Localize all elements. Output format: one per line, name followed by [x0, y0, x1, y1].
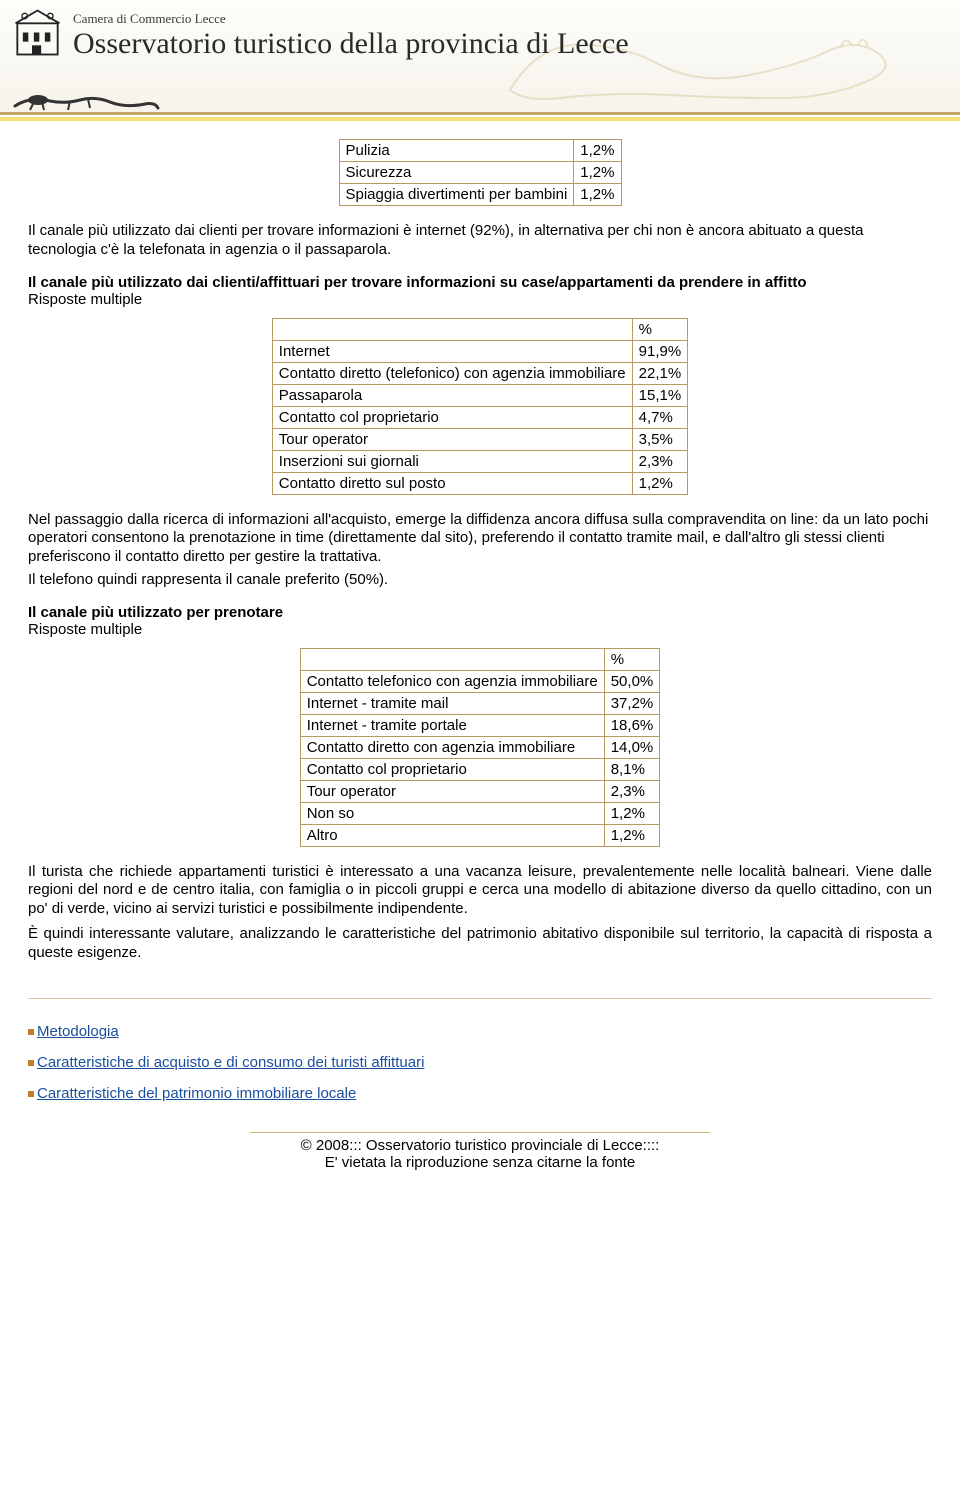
table-row: Passaparola15,1% [272, 384, 687, 406]
table-cell: 8,1% [604, 758, 660, 780]
table-cell: Sicurezza [339, 162, 574, 184]
table-cell: 2,3% [604, 780, 660, 802]
table-cell: Pulizia [339, 140, 574, 162]
table-header-cell: % [604, 648, 660, 670]
lizard-icon [10, 86, 160, 114]
link-list: Metodologia Caratteristiche di acquisto e… [28, 1023, 932, 1102]
table-row: Pulizia1,2% [339, 140, 621, 162]
table-cell: 2,3% [632, 450, 688, 472]
section3-title: Il canale più utilizzato per prenotare [28, 604, 932, 621]
table-row: Contatto col proprietario8,1% [300, 758, 660, 780]
paragraph-4: È quindi interessante valutare, analizza… [28, 925, 932, 963]
table-cell: 3,5% [632, 428, 688, 450]
table-cell: Non so [300, 802, 604, 824]
table-cell: Tour operator [300, 780, 604, 802]
table-row: Spiaggia divertimenti per bambini1,2% [339, 184, 621, 206]
table-header-cell: % [632, 318, 688, 340]
table-row: Altro1,2% [300, 824, 660, 846]
nav-link[interactable]: Metodologia [37, 1023, 119, 1040]
table-row: Contatto diretto sul posto1,2% [272, 472, 687, 494]
table-row: Contatto telefonico con agenzia immobili… [300, 670, 660, 692]
table-cell: 4,7% [632, 406, 688, 428]
paragraph-intro: Il canale più utilizzato dai clienti per… [28, 222, 932, 260]
link-item: Metodologia [28, 1023, 932, 1040]
table-cell: Contatto diretto con agenzia immobiliare [300, 736, 604, 758]
link-item: Caratteristiche del patrimonio immobilia… [28, 1085, 932, 1102]
table-cell: Contatto diretto sul posto [272, 472, 632, 494]
table-row: Tour operator2,3% [300, 780, 660, 802]
main-content: Pulizia1,2%Sicurezza1,2%Spiaggia diverti… [0, 139, 960, 1211]
table-row: Internet - tramite mail37,2% [300, 692, 660, 714]
section2-note: Risposte multiple [28, 291, 932, 308]
page-header: Camera di Commercio Lecce Osservatorio t… [0, 0, 960, 115]
table-cell: Inserzioni sui giornali [272, 450, 632, 472]
table-header-cell [272, 318, 632, 340]
table-cell: Contatto telefonico con agenzia immobili… [300, 670, 604, 692]
table-cell: Altro [300, 824, 604, 846]
table-cell: 22,1% [632, 362, 688, 384]
table-cell: Tour operator [272, 428, 632, 450]
header-subtitle: Camera di Commercio Lecce [73, 11, 629, 27]
divider [28, 998, 932, 999]
building-logo-icon [10, 5, 65, 60]
table-cell: 14,0% [604, 736, 660, 758]
table-cell: 50,0% [604, 670, 660, 692]
table-cell: Internet - tramite portale [300, 714, 604, 736]
table-cell: 91,9% [632, 340, 688, 362]
table-cell: Passaparola [272, 384, 632, 406]
nav-link[interactable]: Caratteristiche di acquisto e di consumo… [37, 1054, 424, 1071]
table-cell: 1,2% [574, 184, 621, 206]
table-row: Tour operator3,5% [272, 428, 687, 450]
table-cell: 18,6% [604, 714, 660, 736]
table-header-cell [300, 648, 604, 670]
table-row: Sicurezza1,2% [339, 162, 621, 184]
table-cell: Internet [272, 340, 632, 362]
table-row: Internet - tramite portale18,6% [300, 714, 660, 736]
table-cell: Internet - tramite mail [300, 692, 604, 714]
nav-link[interactable]: Caratteristiche del patrimonio immobilia… [37, 1085, 356, 1102]
table-booking-channels: %Contatto telefonico con agenzia immobil… [300, 648, 661, 847]
table-cell: Contatto col proprietario [300, 758, 604, 780]
table-cell: Contatto col proprietario [272, 406, 632, 428]
section3-note: Risposte multiple [28, 621, 932, 638]
bullet-icon [28, 1091, 34, 1097]
table-row: Internet91,9% [272, 340, 687, 362]
table-row: Contatto diretto (telefonico) con agenzi… [272, 362, 687, 384]
table-info-channels: %Internet91,9%Contatto diretto (telefoni… [272, 318, 688, 495]
table-cell: Contatto diretto (telefonico) con agenzi… [272, 362, 632, 384]
bullet-icon [28, 1029, 34, 1035]
table-cell: Spiaggia divertimenti per bambini [339, 184, 574, 206]
header-title: Osservatorio turistico della provincia d… [73, 29, 629, 59]
header-underline [0, 117, 960, 121]
paragraph-2b: Il telefono quindi rappresenta il canale… [28, 571, 932, 590]
table-cell: 1,2% [632, 472, 688, 494]
table-row: Contatto diretto con agenzia immobiliare… [300, 736, 660, 758]
bullet-icon [28, 1060, 34, 1066]
footer-line1: © 2008::: Osservatorio turistico provinc… [250, 1137, 710, 1154]
table-cell: 1,2% [574, 140, 621, 162]
table-cell: 1,2% [604, 824, 660, 846]
footer-line2: E' vietata la riproduzione senza citarne… [250, 1154, 710, 1171]
footer: © 2008::: Osservatorio turistico provinc… [250, 1132, 710, 1171]
table-small-factors: Pulizia1,2%Sicurezza1,2%Spiaggia diverti… [339, 139, 622, 206]
link-item: Caratteristiche di acquisto e di consumo… [28, 1054, 932, 1071]
table-row: Contatto col proprietario4,7% [272, 406, 687, 428]
table-cell: 37,2% [604, 692, 660, 714]
paragraph-2: Nel passaggio dalla ricerca di informazi… [28, 511, 932, 567]
table-cell: 1,2% [574, 162, 621, 184]
table-cell: 1,2% [604, 802, 660, 824]
paragraph-3: Il turista che richiede appartamenti tur… [28, 863, 932, 919]
table-row: Inserzioni sui giornali2,3% [272, 450, 687, 472]
table-cell: 15,1% [632, 384, 688, 406]
section2-title: Il canale più utilizzato dai clienti/aff… [28, 274, 932, 291]
table-row: Non so1,2% [300, 802, 660, 824]
